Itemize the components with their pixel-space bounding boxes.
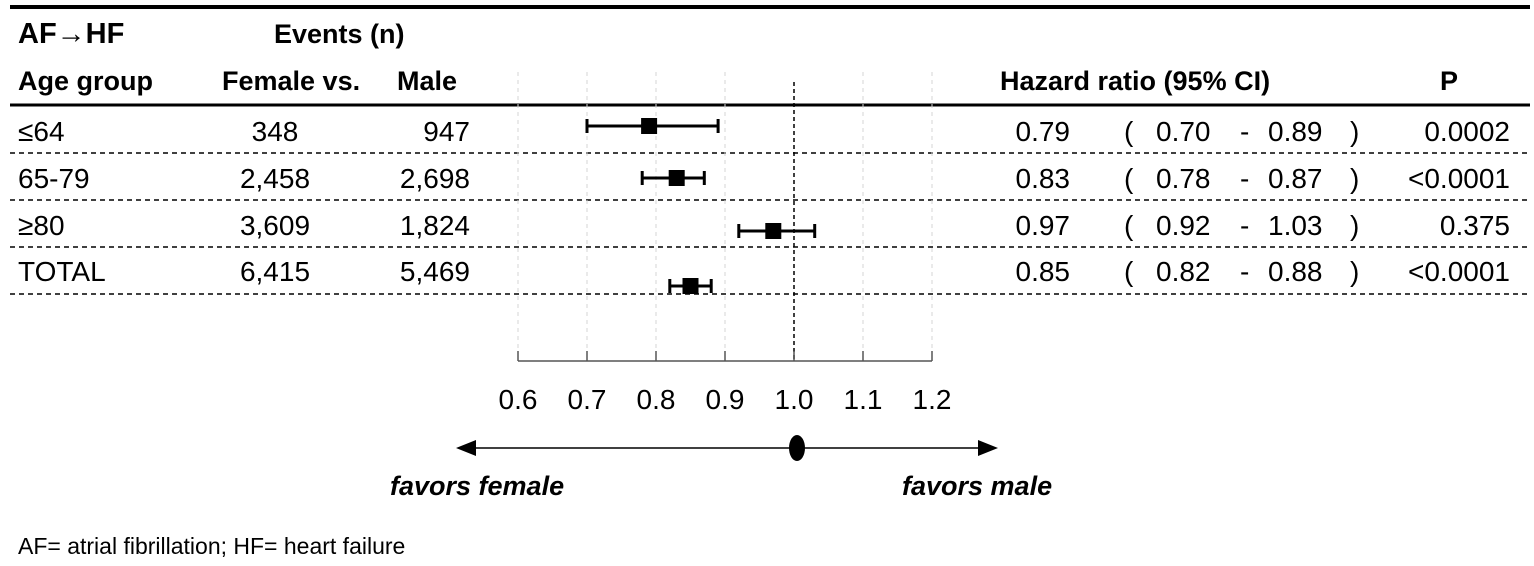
row-female-events: 2,458	[239, 163, 311, 194]
row-p-value: <0.0001	[1408, 256, 1510, 287]
row-p-value: 0.0002	[1424, 116, 1510, 147]
row-ci-dash: -	[1240, 256, 1250, 287]
point-estimate	[682, 278, 699, 294]
row-age-group: ≤64	[18, 116, 65, 147]
row-age-group: 65-79	[18, 163, 90, 194]
row-ci-low: 0.92	[1156, 210, 1211, 241]
favors-female-label: favors female	[390, 471, 565, 501]
row-ci-dash: -	[1240, 116, 1250, 147]
age-group-header: Age group	[18, 66, 153, 96]
row-age-group: TOTAL	[18, 256, 106, 287]
row-male-events: 5,469	[399, 256, 470, 287]
x-tick-label: 1.2	[913, 384, 952, 415]
row-male-events: 1,824	[399, 210, 470, 241]
row-ci-open: (	[1124, 210, 1134, 241]
row-female-events: 6,415	[239, 256, 311, 287]
x-tick-label: 0.8	[637, 384, 676, 415]
female-vs-header: Female vs.	[222, 66, 361, 96]
row-ci-open: (	[1124, 116, 1134, 147]
p-value-header: P	[1440, 66, 1459, 96]
footnote: AF= atrial fibrillation; HF= heart failu…	[18, 533, 406, 559]
row-ci-open: (	[1124, 256, 1134, 287]
row-ci-dash: -	[1240, 210, 1250, 241]
row-ci-close: )	[1350, 163, 1360, 194]
row-hr: 0.83	[1015, 163, 1071, 194]
point-estimate	[765, 223, 782, 239]
row-ci-high: 0.87	[1268, 163, 1323, 194]
x-tick-label: 0.9	[706, 384, 745, 415]
hazard-ratio-header: Hazard ratio (95% CI)	[1000, 66, 1271, 96]
row-ci-low: 0.78	[1156, 163, 1211, 194]
row-ci-close: )	[1350, 210, 1360, 241]
row-age-group: ≥80	[18, 210, 65, 241]
events-header: Events (n)	[274, 19, 405, 49]
row-male-events: 2,698	[399, 163, 470, 194]
row-ci-low: 0.82	[1156, 256, 1211, 287]
arrow-right-icon	[978, 440, 998, 456]
row-ci-close: )	[1350, 256, 1360, 287]
row-ci-close: )	[1350, 116, 1360, 147]
point-estimate	[668, 170, 685, 186]
row-female-events: 348	[251, 116, 299, 147]
row-male-events: 947	[423, 116, 470, 147]
x-tick-label: 0.7	[568, 384, 607, 415]
row-ci-open: (	[1124, 163, 1134, 194]
x-tick-label: 1.1	[844, 384, 883, 415]
chart-title: AF→HF	[18, 18, 125, 50]
row-hr: 0.85	[1015, 256, 1071, 287]
row-hr: 0.79	[1015, 116, 1071, 147]
row-ci-high: 0.89	[1268, 116, 1323, 147]
favors-male-label: favors male	[902, 471, 1053, 501]
x-tick-label: 1.0	[775, 384, 814, 415]
row-female-events: 3,609	[239, 210, 311, 241]
arrow-left-icon	[456, 440, 476, 456]
point-estimate	[641, 118, 658, 134]
center-dot-icon	[789, 435, 805, 461]
row-ci-high: 0.88	[1268, 256, 1323, 287]
row-ci-low: 0.70	[1156, 116, 1211, 147]
row-p-value: <0.0001	[1408, 163, 1510, 194]
row-hr: 0.97	[1015, 210, 1071, 241]
x-tick-label: 0.6	[499, 384, 538, 415]
row-p-value: 0.375	[1439, 210, 1510, 241]
male-header: Male	[397, 66, 458, 96]
row-ci-dash: -	[1240, 163, 1250, 194]
row-ci-high: 1.03	[1268, 210, 1323, 241]
